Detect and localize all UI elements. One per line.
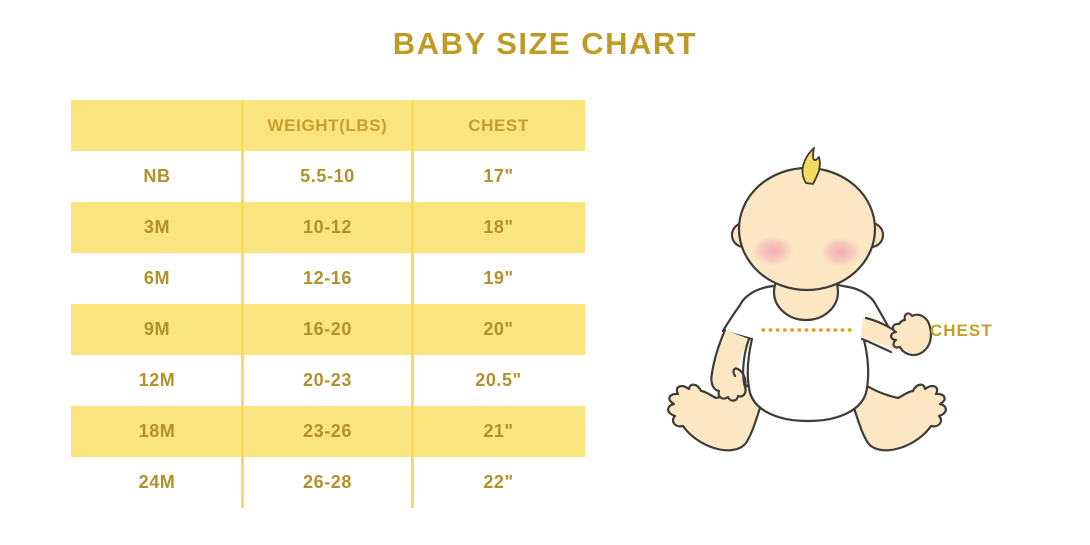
table-row: 9M 16-20 20" — [71, 304, 585, 355]
chest-cell: 22" — [483, 472, 514, 492]
chest-cell: 19" — [483, 268, 514, 288]
baby-hair-tuft — [801, 147, 821, 185]
chest-cell: 17" — [483, 166, 514, 186]
column-divider — [411, 100, 414, 508]
size-cell: 6M — [143, 268, 171, 288]
table-header-row: WEIGHT(LBS) CHEST — [71, 100, 585, 151]
column-divider — [241, 100, 244, 508]
chest-label: CHEST — [930, 321, 993, 340]
size-cell: 24M — [138, 472, 176, 492]
table-row: 6M 12-16 19" — [71, 253, 585, 304]
header-weight: WEIGHT(LBS) — [267, 115, 388, 135]
chest-cell: 20" — [483, 319, 514, 339]
baby-cheek-right — [820, 237, 862, 267]
chest-cell: 21" — [483, 421, 514, 441]
weight-cell: 23-26 — [302, 421, 353, 441]
weight-cell: 10-12 — [302, 217, 353, 237]
weight-cell: 26-28 — [302, 472, 353, 492]
header-size — [71, 100, 243, 151]
page-title: BABY SIZE CHART — [392, 26, 698, 61]
baby-illustration — [655, 130, 1090, 480]
chest-cell: 18" — [483, 217, 514, 237]
size-table: WEIGHT(LBS) CHEST NB 5.5-10 17" 3M 10-12… — [71, 100, 585, 508]
table-row: 3M 10-12 18" — [71, 202, 585, 253]
chest-cell: 20.5" — [475, 370, 522, 390]
baby-cheek-left — [752, 236, 794, 266]
size-cell: 18M — [138, 421, 176, 441]
table-row: NB 5.5-10 17" — [71, 151, 585, 202]
table-row: 12M 20-23 20.5" — [71, 355, 585, 406]
baby-arm-left — [711, 330, 749, 401]
size-cell: 9M — [143, 319, 171, 339]
weight-cell: 16-20 — [302, 319, 353, 339]
size-cell: NB — [143, 166, 171, 186]
baby-shirt — [721, 281, 892, 423]
baby-head — [737, 166, 877, 292]
table-row: 24M 26-28 22" — [71, 457, 585, 508]
header-chest: CHEST — [468, 115, 529, 135]
weight-cell: 12-16 — [302, 268, 353, 288]
weight-cell: 5.5-10 — [300, 166, 355, 186]
table-row: 18M 23-26 21" — [71, 406, 585, 457]
weight-cell: 20-23 — [302, 370, 353, 390]
size-cell: 12M — [138, 370, 176, 390]
size-cell: 3M — [143, 217, 171, 237]
baby-fist — [890, 312, 933, 357]
baby-svg — [667, 147, 947, 452]
baby-arm-right — [861, 317, 900, 352]
